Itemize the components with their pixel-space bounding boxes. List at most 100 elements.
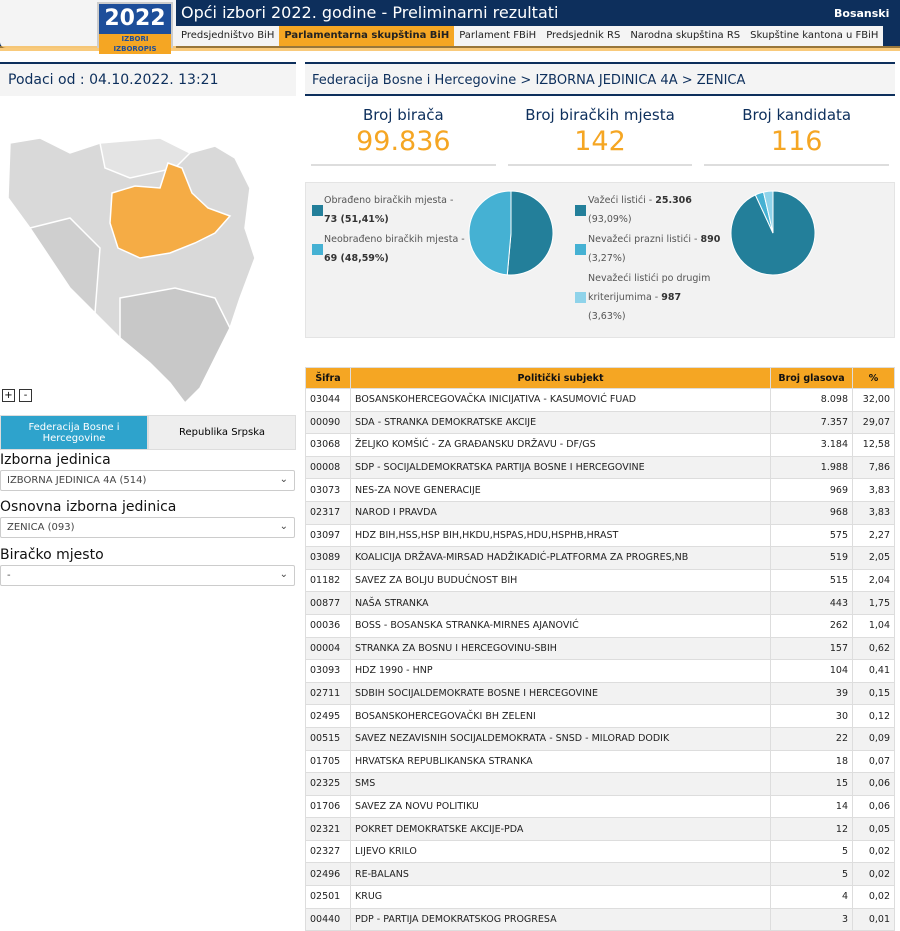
table-row[interactable]: 02711 SDBIH SOCIJALDEMOKRATE BOSNE I HERC… xyxy=(305,681,895,706)
left-panel: Podaci od : 04.10.2022. 13:21 + - Federa… xyxy=(0,62,296,586)
table-row[interactable]: 02495 BOSANSKOHERCEGOVAČKI BH ZELENI 30 0,1… xyxy=(305,704,895,728)
table-row[interactable]: 00440 PDP - PARTIJA DEMOKRATSKOG PROGRESA… xyxy=(305,907,895,931)
col-sifra[interactable]: Šifra xyxy=(305,367,351,389)
pie-slice[interactable] xyxy=(468,190,512,276)
biracko-mjesto-select[interactable]: - ⌄ xyxy=(0,565,295,586)
izborna-jedinica-label: Izborna jedinica xyxy=(0,452,111,468)
stats-row: Broj birača 99.836 Broj biračkih mjesta 14… xyxy=(305,96,895,166)
pie-slice[interactable] xyxy=(762,190,774,234)
cell-glasovi: 1.988 xyxy=(770,455,853,480)
table-row[interactable]: 02496 RE-BALANS 5 0,02 xyxy=(305,862,895,887)
cell-pct: 2,04 xyxy=(852,568,895,593)
cell-subjekt: NES-ZA NOVE GENERACIJE xyxy=(350,478,771,502)
cell-subjekt: HRVATSKA REPUBLIKANSKA STRANKA xyxy=(350,749,771,774)
table-row[interactable]: 02321 POKRET DEMOKRATSKE AKCIJE-PDA 12 0,05 xyxy=(305,817,895,841)
logo[interactable]: 2022 IZBORI IZBOROPIS xyxy=(97,2,173,54)
cell-pct: 0,02 xyxy=(852,839,895,864)
cell-glasovi: 3.184 xyxy=(770,433,853,457)
zoom-out-button[interactable]: - xyxy=(19,389,32,402)
map-zoom-controls: + - xyxy=(2,389,32,402)
izborna-jedinica-select[interactable]: IZBORNA JEDINICA 4A (514) ⌄ xyxy=(0,470,295,491)
cell-pct: 1,75 xyxy=(852,591,895,615)
map-region[interactable] xyxy=(119,287,231,405)
legend-swatch xyxy=(312,205,323,216)
table-row[interactable]: 03093 HDZ 1990 - HNP 104 0,41 xyxy=(305,659,895,683)
cell-subjekt: NAŠA STRANKA xyxy=(350,591,771,615)
cell-sifra: 03073 xyxy=(305,478,351,502)
table-row[interactable]: 03097 HDZ BIH,HSS,HSP BIH,HKDU,HSPAS,HDU,… xyxy=(305,523,895,548)
cell-glasovi: 443 xyxy=(770,591,853,615)
table-row[interactable]: 00090 SDA - STRANKA DEMOKRATSKE AKCIJE 7.3… xyxy=(305,410,895,435)
pie-slice[interactable] xyxy=(506,190,554,276)
cell-subjekt: HDZ BIH,HSS,HSP BIH,HKDU,HSPAS,HDU,HSPHB… xyxy=(350,523,771,548)
col-subjekt[interactable]: Politički subjekt xyxy=(350,367,771,389)
cell-sifra: 02711 xyxy=(305,681,351,706)
cell-subjekt: SAVEZ NEZAVISNIH SOCIJALDEMOKRATA - SNSD… xyxy=(350,726,771,751)
cell-glasovi: 8.098 xyxy=(770,388,853,412)
table-row[interactable]: 03068 ŽELJKO KOMŠIĆ - ZA GRAĐANSKU DRŽAVU… xyxy=(305,433,895,457)
cell-sifra: 03097 xyxy=(305,523,351,548)
electoral-map[interactable] xyxy=(0,98,296,408)
table-row[interactable]: 02327 LIJEVO KRILO 5 0,02 xyxy=(305,839,895,864)
table-row[interactable]: 00008 SDP - SOCIJALDEMOKRATSKA PARTIJA BO… xyxy=(305,455,895,480)
cell-pct: 3,83 xyxy=(852,500,895,525)
cell-glasovi: 39 xyxy=(770,681,853,706)
cell-sifra: 01705 xyxy=(305,749,351,774)
tab-skupstine-kantona[interactable]: Skupštine kantona u FBiH xyxy=(750,30,879,41)
cell-glasovi: 3 xyxy=(770,907,853,931)
entity-fbih-button[interactable]: Federacija Bosne i Hercegovine xyxy=(0,415,148,450)
entity-rs-button[interactable]: Republika Srpska xyxy=(148,415,296,450)
col-pct[interactable]: % xyxy=(852,367,895,389)
cell-subjekt: LIJEVO KRILO xyxy=(350,839,771,864)
table-row[interactable]: 02325 SMS 15 0,06 xyxy=(305,772,895,796)
stat-candidates: Broj kandidata 116 xyxy=(704,96,890,166)
table-row[interactable]: 03073 NES-ZA NOVE GENERACIJE 969 3,83 xyxy=(305,478,895,502)
cell-sifra: 00008 xyxy=(305,455,351,480)
election-tabs: Predsjedništvo BiH Parlamentarna skupšti… xyxy=(176,26,884,46)
osnovna-jedinica-select[interactable]: ZENICA (093) ⌄ xyxy=(0,517,295,538)
cell-pct: 12,58 xyxy=(852,433,895,457)
cell-subjekt: NAROD I PRAVDA xyxy=(350,500,771,525)
table-row[interactable]: 00036 BOSS - BOSANSKA STRANKA-MIRNES AJAN… xyxy=(305,613,895,638)
cell-sifra: 02325 xyxy=(305,772,351,796)
table-row[interactable]: 01182 SAVEZ ZA BOLJU BUDUĆNOST BIH 515 2,04 xyxy=(305,568,895,593)
table-row[interactable]: 00877 NAŠA STRANKA 443 1,75 xyxy=(305,591,895,615)
zoom-in-button[interactable]: + xyxy=(2,389,15,402)
table-row[interactable]: 00515 SAVEZ NEZAVISNIH SOCIJALDEMOKRATA -… xyxy=(305,726,895,751)
tab-parlamentarna[interactable]: Parlamentarna skupština BiH xyxy=(279,26,455,46)
cell-pct: 3,83 xyxy=(852,478,895,502)
tab-predsjednik-rs[interactable]: Predsjednik RS xyxy=(546,30,621,41)
cell-pct: 1,04 xyxy=(852,613,895,638)
chevron-down-icon: ⌄ xyxy=(279,569,288,580)
legend-swatch xyxy=(575,205,586,216)
cell-sifra: 00515 xyxy=(305,726,351,751)
cell-subjekt: BOSS - BOSANSKA STRANKA-MIRNES AJANOVIĆ xyxy=(350,613,771,638)
table-row[interactable]: 00004 STRANKA ZA BOSNU I HERCEGOVINU-SBIH… xyxy=(305,636,895,661)
cell-subjekt: PDP - PARTIJA DEMOKRATSKOG PROGRESA xyxy=(350,907,771,931)
cell-subjekt: SMS xyxy=(350,772,771,796)
cell-glasovi: 5 xyxy=(770,839,853,864)
table-row[interactable]: 01706 SAVEZ ZA NOVU POLITIKU 14 0,06 xyxy=(305,794,895,819)
cell-pct: 29,07 xyxy=(852,410,895,435)
table-row[interactable]: 03044 BOSANSKOHERCEGOVAČKA INICIJATIVA - … xyxy=(305,388,895,412)
tab-predsjednistvo[interactable]: Predsjedništvo BiH xyxy=(181,30,275,41)
table-row[interactable]: 02501 KRUG 4 0,02 xyxy=(305,885,895,909)
cell-glasovi: 30 xyxy=(770,704,853,728)
cell-subjekt: RE-BALANS xyxy=(350,862,771,887)
table-row[interactable]: 03089 KOALICIJA DRŽAVA-MIRSAD HADŽIKADIĆ-… xyxy=(305,546,895,570)
cell-sifra: 03044 xyxy=(305,388,351,412)
cell-glasovi: 12 xyxy=(770,817,853,841)
table-row[interactable]: 01705 HRVATSKA REPUBLIKANSKA STRANKA 18 0,0… xyxy=(305,749,895,774)
col-glasovi[interactable]: Broj glasova xyxy=(770,367,853,389)
cell-glasovi: 519 xyxy=(770,546,853,570)
map-region-selected[interactable] xyxy=(109,162,232,259)
tab-parlament-fbih[interactable]: Parlament FBiH xyxy=(459,30,537,41)
biracko-mjesto-label: Biračko mjesto xyxy=(0,547,104,563)
cell-glasovi: 968 xyxy=(770,500,853,525)
tab-narodna-skupstina-rs[interactable]: Narodna skupština RS xyxy=(630,30,741,41)
cell-sifra: 01706 xyxy=(305,794,351,819)
table-row[interactable]: 02317 NAROD I PRAVDA 968 3,83 xyxy=(305,500,895,525)
map-region[interactable] xyxy=(28,217,101,315)
stat-polling-stations: Broj biračkih mjesta 142 xyxy=(507,96,693,166)
cell-subjekt: POKRET DEMOKRATSKE AKCIJE-PDA xyxy=(350,817,771,841)
